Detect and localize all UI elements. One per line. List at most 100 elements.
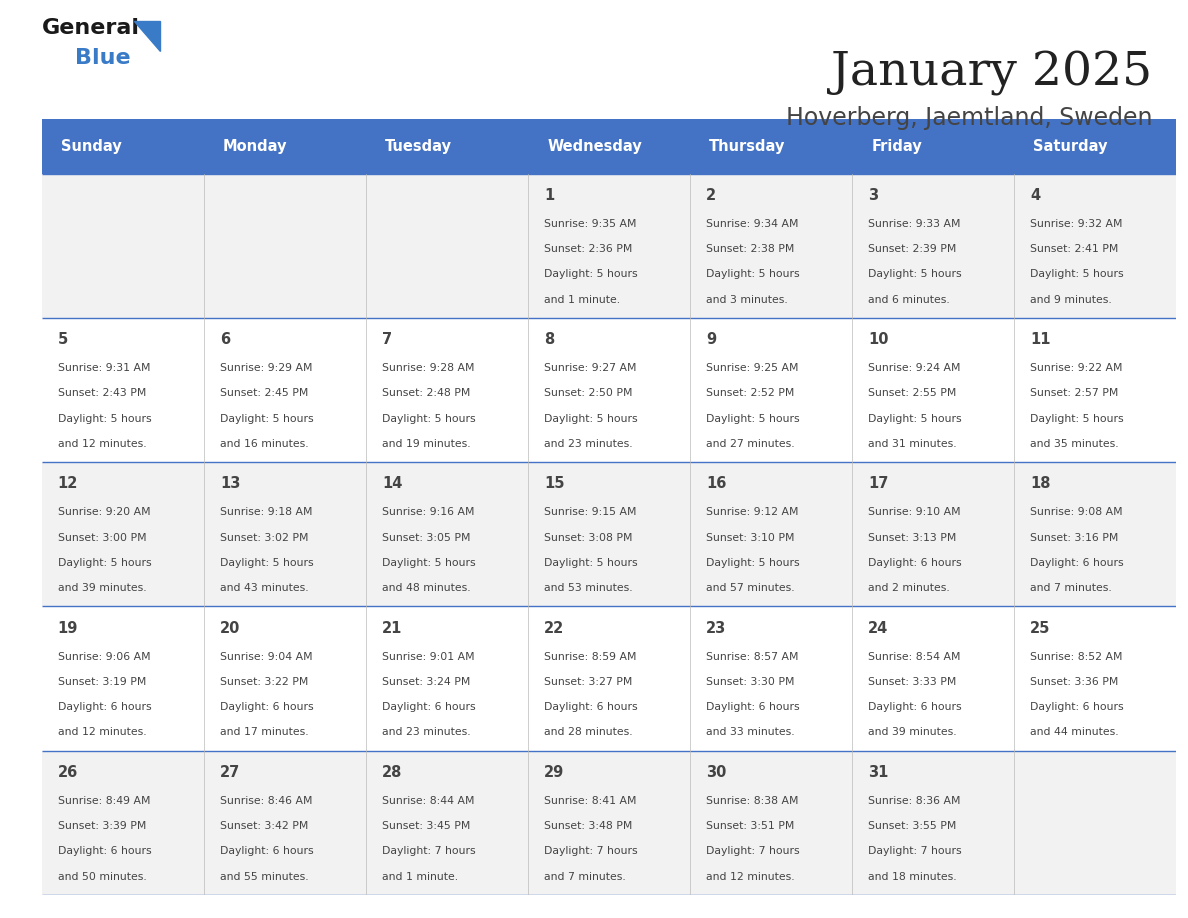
Text: Sunset: 2:43 PM: Sunset: 2:43 PM xyxy=(58,388,146,398)
Text: 10: 10 xyxy=(868,332,889,347)
Text: Sunset: 2:57 PM: Sunset: 2:57 PM xyxy=(1030,388,1119,398)
Text: and 7 minutes.: and 7 minutes. xyxy=(1030,583,1112,593)
Text: Sunset: 2:38 PM: Sunset: 2:38 PM xyxy=(706,244,795,254)
Text: 21: 21 xyxy=(381,621,403,635)
Text: Friday: Friday xyxy=(872,139,922,154)
Text: and 57 minutes.: and 57 minutes. xyxy=(706,583,795,593)
Text: Sunrise: 9:28 AM: Sunrise: 9:28 AM xyxy=(381,364,474,374)
Text: Daylight: 6 hours: Daylight: 6 hours xyxy=(706,702,800,712)
Text: Daylight: 7 hours: Daylight: 7 hours xyxy=(544,846,638,856)
Text: Sunrise: 9:10 AM: Sunrise: 9:10 AM xyxy=(868,508,961,518)
Text: 14: 14 xyxy=(381,476,403,491)
Text: Sunrise: 9:22 AM: Sunrise: 9:22 AM xyxy=(1030,364,1123,374)
Text: Sunrise: 8:36 AM: Sunrise: 8:36 AM xyxy=(868,796,961,806)
Text: 29: 29 xyxy=(544,765,564,780)
FancyBboxPatch shape xyxy=(42,751,1176,895)
Text: 4: 4 xyxy=(1030,188,1041,203)
Text: 13: 13 xyxy=(220,476,240,491)
Text: 15: 15 xyxy=(544,476,564,491)
Text: Daylight: 6 hours: Daylight: 6 hours xyxy=(58,846,151,856)
Text: 31: 31 xyxy=(868,765,889,780)
Text: Sunset: 3:45 PM: Sunset: 3:45 PM xyxy=(381,822,470,831)
Text: Monday: Monday xyxy=(223,139,287,154)
Text: and 16 minutes.: and 16 minutes. xyxy=(220,439,309,449)
Text: Sunrise: 9:24 AM: Sunrise: 9:24 AM xyxy=(868,364,961,374)
Text: Sunrise: 8:41 AM: Sunrise: 8:41 AM xyxy=(544,796,637,806)
Text: Daylight: 5 hours: Daylight: 5 hours xyxy=(1030,269,1124,279)
Text: Sunrise: 9:29 AM: Sunrise: 9:29 AM xyxy=(220,364,312,374)
Text: Daylight: 5 hours: Daylight: 5 hours xyxy=(706,269,800,279)
Text: 26: 26 xyxy=(58,765,78,780)
Text: Daylight: 6 hours: Daylight: 6 hours xyxy=(381,702,475,712)
Text: Daylight: 5 hours: Daylight: 5 hours xyxy=(868,269,962,279)
Text: 28: 28 xyxy=(381,765,403,780)
Text: Daylight: 5 hours: Daylight: 5 hours xyxy=(381,414,475,423)
Text: and 27 minutes.: and 27 minutes. xyxy=(706,439,795,449)
Text: Sunrise: 8:54 AM: Sunrise: 8:54 AM xyxy=(868,652,961,662)
Text: Sunset: 3:05 PM: Sunset: 3:05 PM xyxy=(381,532,470,543)
Text: Sunset: 2:48 PM: Sunset: 2:48 PM xyxy=(381,388,470,398)
Text: Sunset: 2:45 PM: Sunset: 2:45 PM xyxy=(220,388,308,398)
Polygon shape xyxy=(134,21,159,50)
Text: Daylight: 6 hours: Daylight: 6 hours xyxy=(220,846,314,856)
Text: and 48 minutes.: and 48 minutes. xyxy=(381,583,470,593)
Text: January 2025: January 2025 xyxy=(832,50,1152,95)
Text: Sunset: 2:36 PM: Sunset: 2:36 PM xyxy=(544,244,632,254)
Text: Sunrise: 9:27 AM: Sunrise: 9:27 AM xyxy=(544,364,637,374)
Text: Daylight: 5 hours: Daylight: 5 hours xyxy=(381,558,475,568)
Text: 17: 17 xyxy=(868,476,889,491)
Text: Blue: Blue xyxy=(75,48,131,68)
Text: Sunset: 3:48 PM: Sunset: 3:48 PM xyxy=(544,822,632,831)
Text: Sunset: 3:51 PM: Sunset: 3:51 PM xyxy=(706,822,795,831)
Text: Sunrise: 8:57 AM: Sunrise: 8:57 AM xyxy=(706,652,798,662)
Text: Daylight: 6 hours: Daylight: 6 hours xyxy=(544,702,638,712)
Text: 1: 1 xyxy=(544,188,555,203)
Text: Daylight: 5 hours: Daylight: 5 hours xyxy=(544,269,638,279)
Text: Sunrise: 9:08 AM: Sunrise: 9:08 AM xyxy=(1030,508,1123,518)
Text: Daylight: 5 hours: Daylight: 5 hours xyxy=(1030,414,1124,423)
Text: 6: 6 xyxy=(220,332,230,347)
Text: and 23 minutes.: and 23 minutes. xyxy=(381,727,470,737)
Text: 24: 24 xyxy=(868,621,889,635)
Text: Sunrise: 9:32 AM: Sunrise: 9:32 AM xyxy=(1030,218,1123,229)
Text: Sunset: 3:13 PM: Sunset: 3:13 PM xyxy=(868,532,956,543)
Text: Sunrise: 8:52 AM: Sunrise: 8:52 AM xyxy=(1030,652,1123,662)
Text: and 18 minutes.: and 18 minutes. xyxy=(868,872,956,881)
Text: Sunrise: 8:49 AM: Sunrise: 8:49 AM xyxy=(58,796,151,806)
Text: Daylight: 6 hours: Daylight: 6 hours xyxy=(1030,702,1124,712)
Text: Sunset: 3:08 PM: Sunset: 3:08 PM xyxy=(544,532,632,543)
Text: and 44 minutes.: and 44 minutes. xyxy=(1030,727,1119,737)
Text: Daylight: 7 hours: Daylight: 7 hours xyxy=(381,846,475,856)
Text: Sunrise: 8:44 AM: Sunrise: 8:44 AM xyxy=(381,796,474,806)
FancyBboxPatch shape xyxy=(42,174,1176,318)
Text: 7: 7 xyxy=(381,332,392,347)
Text: Daylight: 6 hours: Daylight: 6 hours xyxy=(1030,558,1124,568)
Text: Sunset: 3:00 PM: Sunset: 3:00 PM xyxy=(58,532,146,543)
Text: 8: 8 xyxy=(544,332,555,347)
Text: 2: 2 xyxy=(706,188,716,203)
Text: Sunrise: 9:34 AM: Sunrise: 9:34 AM xyxy=(706,218,798,229)
Text: Sunset: 2:52 PM: Sunset: 2:52 PM xyxy=(706,388,795,398)
Text: Sunrise: 9:35 AM: Sunrise: 9:35 AM xyxy=(544,218,637,229)
Text: 19: 19 xyxy=(58,621,78,635)
Text: 18: 18 xyxy=(1030,476,1050,491)
Text: and 39 minutes.: and 39 minutes. xyxy=(58,583,146,593)
Text: Daylight: 5 hours: Daylight: 5 hours xyxy=(868,414,962,423)
Text: Sunset: 3:39 PM: Sunset: 3:39 PM xyxy=(58,822,146,831)
Text: Sunset: 3:30 PM: Sunset: 3:30 PM xyxy=(706,677,795,687)
Text: Daylight: 7 hours: Daylight: 7 hours xyxy=(868,846,962,856)
Text: Sunset: 2:39 PM: Sunset: 2:39 PM xyxy=(868,244,956,254)
Text: Sunrise: 9:18 AM: Sunrise: 9:18 AM xyxy=(220,508,312,518)
Text: Tuesday: Tuesday xyxy=(385,139,453,154)
Text: and 23 minutes.: and 23 minutes. xyxy=(544,439,633,449)
Text: 9: 9 xyxy=(706,332,716,347)
Text: 20: 20 xyxy=(220,621,240,635)
Text: Sunrise: 9:16 AM: Sunrise: 9:16 AM xyxy=(381,508,474,518)
Text: and 6 minutes.: and 6 minutes. xyxy=(868,295,950,305)
Text: 11: 11 xyxy=(1030,332,1050,347)
Text: Sunrise: 9:12 AM: Sunrise: 9:12 AM xyxy=(706,508,798,518)
Text: Sunrise: 9:06 AM: Sunrise: 9:06 AM xyxy=(58,652,151,662)
Text: Daylight: 5 hours: Daylight: 5 hours xyxy=(706,414,800,423)
Text: Sunrise: 8:38 AM: Sunrise: 8:38 AM xyxy=(706,796,798,806)
Text: Daylight: 5 hours: Daylight: 5 hours xyxy=(220,414,314,423)
